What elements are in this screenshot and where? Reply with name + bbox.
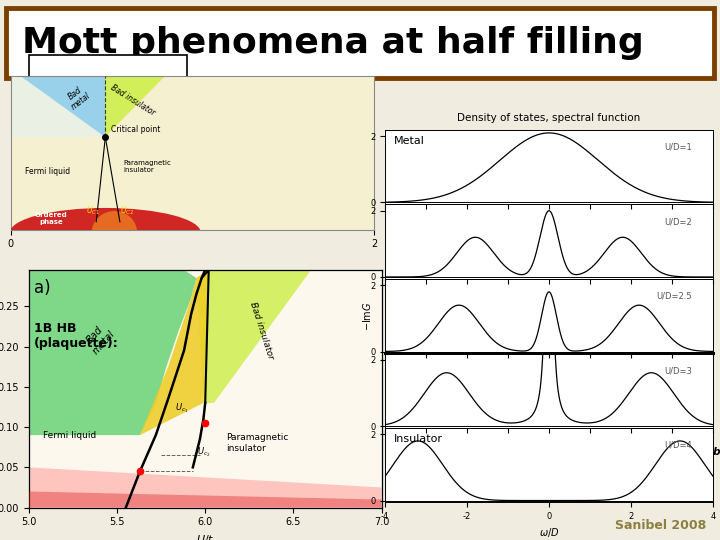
Polygon shape — [11, 76, 105, 137]
Polygon shape — [29, 270, 197, 435]
Text: U/D=1: U/D=1 — [665, 143, 693, 152]
Text: Fermi liquid: Fermi liquid — [43, 430, 96, 440]
Text: $U_{c_1}$: $U_{c_1}$ — [176, 401, 189, 415]
Text: $-\mathrm{Im}G$: $-\mathrm{Im}G$ — [361, 301, 373, 330]
Text: $U_{C2}$: $U_{C2}$ — [120, 205, 134, 217]
Polygon shape — [29, 467, 382, 508]
Polygon shape — [20, 76, 105, 137]
Polygon shape — [105, 76, 166, 137]
Text: Critical point: Critical point — [111, 125, 160, 134]
Text: Paramagnetic
insulator: Paramagnetic insulator — [124, 160, 171, 173]
Text: Fermi liquid: Fermi liquid — [25, 166, 71, 176]
Polygon shape — [29, 491, 382, 508]
Text: U/D=2.5: U/D=2.5 — [657, 292, 693, 301]
Text: Mott phenomena at half filling: Mott phenomena at half filling — [22, 26, 644, 60]
Text: $U_{c_2}$: $U_{c_2}$ — [197, 446, 210, 460]
Text: U/D=4: U/D=4 — [665, 441, 693, 450]
Text: Single site DMFT: Single site DMFT — [52, 78, 164, 91]
Text: Ordered
phase: Ordered phase — [35, 212, 67, 225]
Text: Density of states, spectral function: Density of states, spectral function — [457, 113, 641, 123]
Text: plaquette: plaquette — [158, 218, 212, 228]
Ellipse shape — [91, 211, 137, 254]
Text: a): a) — [34, 279, 50, 297]
Text: U/D=3: U/D=3 — [665, 367, 693, 375]
Text: U/D=2: U/D=2 — [665, 218, 693, 226]
Text: Sanibel 2008: Sanibel 2008 — [615, 519, 706, 532]
Text: Bad insulator: Bad insulator — [109, 83, 156, 117]
X-axis label: $U/t$: $U/t$ — [196, 533, 215, 540]
Ellipse shape — [10, 208, 201, 257]
Text: Paramagnetic
insulator: Paramagnetic insulator — [226, 434, 289, 453]
Text: Bad insulator: Bad insulator — [248, 301, 275, 360]
Text: Bad
metal: Bad metal — [82, 321, 117, 356]
Polygon shape — [197, 270, 311, 403]
Text: Insulator: Insulator — [393, 434, 442, 444]
Text: $U_{C1}$: $U_{C1}$ — [86, 205, 99, 217]
X-axis label: $\omega/D$: $\omega/D$ — [539, 526, 559, 539]
Polygon shape — [140, 270, 209, 435]
Text: Bad
metal: Bad metal — [63, 83, 93, 112]
Text: 1B HB
(plaquette):: 1B HB (plaquette): — [34, 322, 119, 350]
Text: Georges, Kotliar, Krauth, Rozenberg,
Rev. Mod. Phys. 1996: Georges, Kotliar, Krauth, Rozenberg, Rev… — [530, 447, 720, 469]
FancyBboxPatch shape — [6, 8, 714, 78]
Text: Metal: Metal — [393, 136, 424, 146]
